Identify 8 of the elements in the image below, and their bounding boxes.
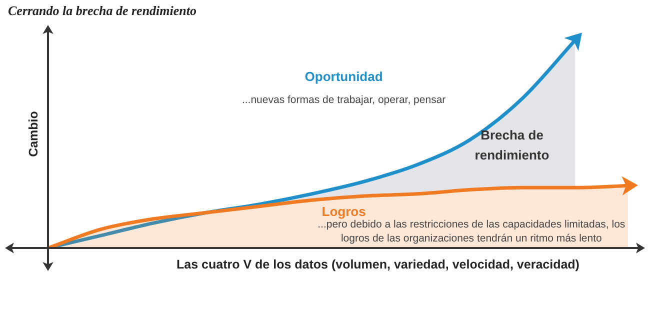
text: Oportunidad <box>304 69 383 84</box>
annotation: ...pero debido a las restricciones de las capacidades limitadas, los logros de las organizaciones tendrán un ritmo más lento <box>318 218 626 244</box>
chart-title: Cerrando la brecha de rendimiento <box>8 3 197 19</box>
x-axis-title: Las cuatro V de los datos (volumen, variedad, velocidad, veracidad) <box>176 257 580 272</box>
y-axis-title: Cambio <box>26 110 40 157</box>
annotation: ...nuevas formas de trabajar, operar, pensar <box>242 94 446 106</box>
series-label: Logros <box>322 204 366 220</box>
annotation: Brecha de rendimiento <box>474 128 550 163</box>
